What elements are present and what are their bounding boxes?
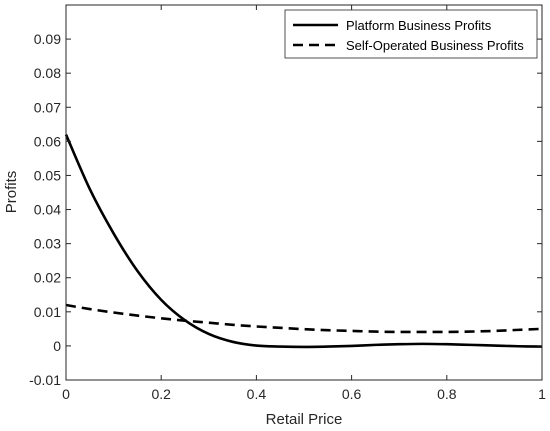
y-tick-label: 0.06 — [34, 133, 61, 149]
series-layer — [64, 134, 543, 349]
plot-frame — [65, 4, 543, 381]
y-tick-label: -0.01 — [29, 372, 61, 388]
x-tick-label: 0.6 — [342, 386, 362, 402]
legend: Platform Business Profits Self-Operated … — [284, 9, 538, 59]
plot-area — [66, 5, 542, 380]
legend-label-platform: Platform Business Profits — [346, 18, 492, 33]
x-tick-label: 0.4 — [247, 386, 267, 402]
tick-layer: 0 0.2 0.4 0.6 0.8 1-0.0100.010.020.030.040.05… — [29, 5, 546, 402]
y-tick-label: 0.08 — [34, 65, 61, 81]
legend-label-self-operated: Self-Operated Business Profits — [346, 38, 524, 53]
y-axis-title: Profits — [3, 171, 20, 214]
x-tick-label: 1 — [538, 386, 546, 402]
y-tick-label: 0.03 — [34, 236, 61, 252]
x-tick-label: 0.2 — [151, 386, 171, 402]
y-tick-label: 0.04 — [34, 202, 61, 218]
x-tick-label: 0 — [62, 386, 70, 402]
y-tick-label: 0.09 — [34, 31, 61, 47]
x-tick-label: 0.8 — [437, 386, 457, 402]
y-tick-label: 0.07 — [34, 99, 61, 115]
y-tick-label: 0.01 — [34, 304, 61, 320]
y-tick-label: 0 — [53, 338, 61, 354]
x-axis-title: Retail Price — [266, 411, 343, 428]
series-line-platform — [64, 134, 543, 349]
y-tick-label: 0.02 — [34, 270, 61, 286]
legend-box — [284, 9, 538, 59]
y-tick-label: 0.05 — [34, 167, 61, 183]
